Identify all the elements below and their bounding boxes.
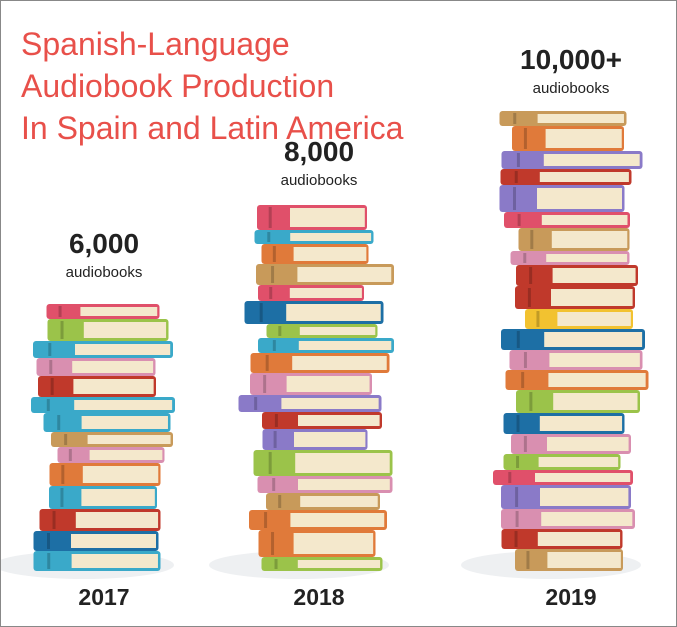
book-pages	[541, 512, 633, 526]
book-stack	[31, 304, 175, 571]
book-pages	[72, 361, 154, 373]
book-pages	[281, 398, 379, 409]
book-stack	[493, 111, 649, 571]
book-pages	[82, 466, 159, 483]
book-pages	[80, 307, 158, 316]
book-pages	[552, 268, 636, 283]
book-pages	[540, 488, 629, 506]
book-pages	[71, 554, 158, 568]
x-tick-label: 2018	[293, 584, 344, 610]
book-pages	[545, 129, 622, 148]
book-pages	[295, 453, 390, 473]
book-pages	[538, 457, 619, 467]
x-tick-label: 2019	[545, 584, 596, 610]
book-pages	[548, 373, 646, 387]
book-pages	[75, 512, 159, 528]
book-pages	[537, 188, 622, 209]
book-pages	[300, 496, 378, 507]
book-pages	[299, 327, 376, 335]
book-stack	[238, 205, 394, 571]
book-pages	[290, 513, 385, 527]
book-pages	[297, 560, 381, 568]
book-pages	[290, 233, 372, 241]
book-pages	[294, 432, 366, 447]
book-pages	[543, 154, 640, 166]
chart-title: Spanish-Language	[21, 26, 290, 62]
book-pages	[537, 532, 621, 546]
book-pages	[549, 353, 640, 367]
book-pages	[290, 208, 365, 227]
book-pages	[535, 473, 631, 482]
book-pages	[541, 215, 628, 225]
book-pages	[71, 534, 156, 548]
book-pages	[539, 172, 629, 182]
book-pages	[81, 489, 155, 506]
chart-title: Audiobook Production	[21, 68, 334, 104]
book-pages	[289, 288, 362, 298]
book-pages	[557, 312, 631, 326]
book-pages	[297, 267, 392, 282]
book-pages	[547, 437, 629, 451]
unit-label: audiobooks	[66, 264, 143, 281]
book-pages	[286, 376, 370, 392]
book-pages	[83, 322, 167, 338]
book-pages	[547, 552, 621, 568]
value-label: 10,000+	[520, 44, 622, 75]
book-pages	[298, 341, 392, 350]
unit-label: audiobooks	[281, 172, 358, 189]
book-pages	[286, 304, 381, 321]
book-pages	[537, 114, 624, 123]
book-pages	[544, 332, 643, 347]
value-label: 8,000	[284, 136, 354, 167]
book-pages	[546, 254, 628, 262]
unit-label: audiobooks	[533, 80, 610, 97]
chart-title: In Spain and Latin America	[21, 110, 404, 146]
book-pages	[298, 415, 380, 426]
book-pages	[87, 435, 171, 444]
book-pages	[293, 247, 367, 261]
book-pages	[292, 356, 387, 370]
book-pages	[298, 479, 390, 490]
value-label: 6,000	[69, 228, 139, 259]
x-tick-label: 2017	[78, 584, 129, 610]
book-pages	[553, 393, 638, 410]
book-pages	[551, 289, 633, 306]
book-pages	[539, 416, 623, 431]
book-pages	[89, 450, 163, 460]
book-pages	[75, 344, 171, 355]
book-pages	[81, 416, 168, 429]
book-pages	[74, 400, 173, 410]
book-pages	[293, 533, 374, 554]
book-pages	[73, 379, 154, 394]
book-pages	[551, 231, 628, 248]
